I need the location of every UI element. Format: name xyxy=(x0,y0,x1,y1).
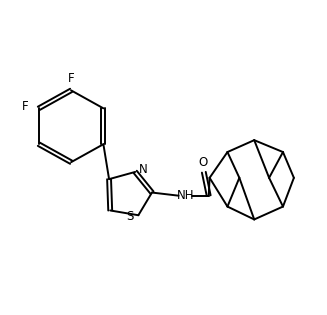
Text: F: F xyxy=(68,72,75,85)
Text: S: S xyxy=(127,210,134,223)
Text: O: O xyxy=(198,156,208,169)
Text: F: F xyxy=(22,100,28,113)
Text: N: N xyxy=(139,163,148,176)
Text: NH: NH xyxy=(177,189,195,202)
